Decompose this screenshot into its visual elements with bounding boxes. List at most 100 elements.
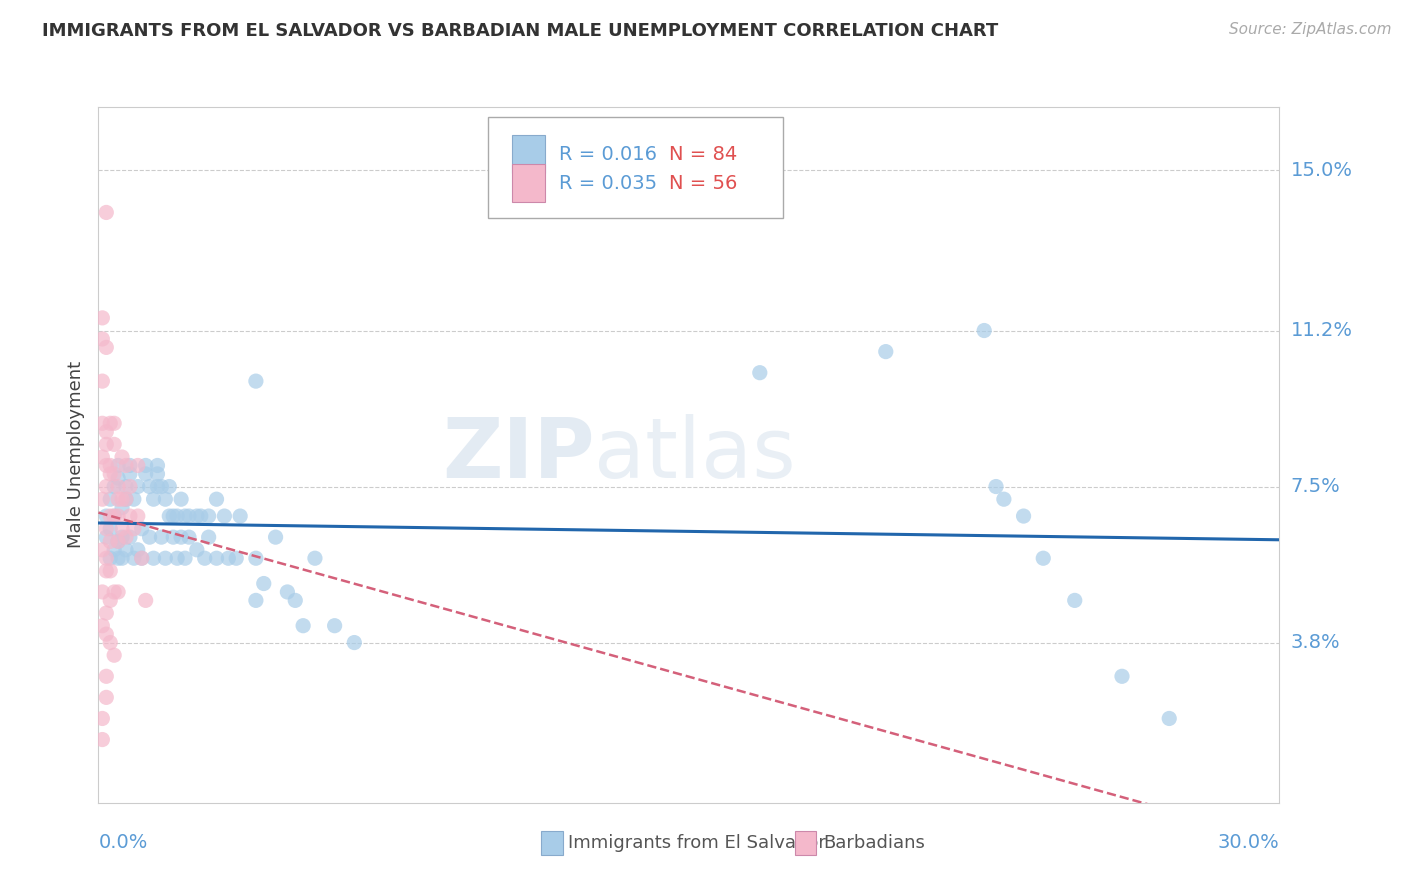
Point (118, 479, 141, 493)
Point (98, 492, 121, 507)
Point (229, 509, 252, 524)
Point (993, 492, 1015, 507)
Point (253, 576, 276, 591)
Text: IMMIGRANTS FROM EL SALVADOR VS BARBADIAN MALE UNEMPLOYMENT CORRELATION CHART: IMMIGRANTS FROM EL SALVADOR VS BARBADIAN… (42, 22, 998, 40)
Point (197, 509, 219, 524)
Point (225, 551, 247, 566)
Text: Barbadians: Barbadians (824, 834, 925, 852)
Point (284, 593, 307, 607)
Point (127, 458, 149, 473)
Text: N = 56: N = 56 (669, 174, 737, 193)
Text: Source: ZipAtlas.com: Source: ZipAtlas.com (1229, 22, 1392, 37)
Point (186, 509, 208, 524)
Point (131, 551, 153, 566)
Point (103, 648, 125, 663)
Point (875, 344, 897, 359)
Point (162, 509, 184, 524)
Point (122, 551, 145, 566)
Point (91, 732, 114, 747)
Point (118, 530, 141, 544)
Point (214, 509, 236, 524)
Point (96, 551, 118, 566)
Point (98, 534, 121, 549)
Point (122, 522, 145, 536)
Point (138, 479, 160, 493)
Text: 30.0%: 30.0% (1218, 833, 1279, 853)
Point (107, 509, 129, 524)
Point (1032, 551, 1054, 566)
Point (131, 551, 153, 566)
Point (96, 205, 118, 219)
Point (245, 374, 267, 388)
Point (103, 467, 125, 481)
Point (162, 530, 184, 544)
Point (103, 509, 125, 524)
Point (96, 437, 118, 451)
Point (98, 522, 121, 536)
Point (111, 450, 134, 464)
Point (111, 492, 134, 507)
Point (96, 509, 118, 524)
FancyBboxPatch shape (488, 118, 783, 219)
Point (155, 492, 177, 507)
Point (91, 542, 114, 557)
Point (107, 479, 129, 493)
Text: ZIP: ZIP (441, 415, 595, 495)
Point (323, 618, 346, 632)
Point (115, 458, 138, 473)
Point (118, 467, 141, 481)
Point (98, 458, 121, 473)
Point (205, 492, 228, 507)
Point (91, 492, 114, 507)
Point (98, 467, 121, 481)
Text: atlas: atlas (595, 415, 796, 495)
Text: R = 0.035: R = 0.035 (560, 174, 657, 193)
Point (131, 522, 153, 536)
Point (1012, 509, 1035, 524)
Point (91, 450, 114, 464)
Point (748, 366, 770, 380)
Text: 11.2%: 11.2% (1291, 321, 1353, 340)
Point (96, 564, 118, 578)
Point (98, 551, 121, 566)
Point (98, 509, 121, 524)
Point (111, 522, 134, 536)
Point (127, 509, 149, 524)
Text: 3.8%: 3.8% (1291, 633, 1340, 652)
Point (115, 479, 138, 493)
Point (217, 551, 239, 566)
Point (138, 530, 160, 544)
Point (98, 417, 121, 431)
Point (96, 669, 118, 683)
Point (146, 479, 169, 493)
Point (135, 593, 157, 607)
Point (170, 492, 193, 507)
Point (91, 310, 114, 325)
Point (96, 627, 118, 641)
Point (91, 618, 114, 632)
Text: R = 0.016: R = 0.016 (560, 145, 657, 163)
Point (245, 551, 267, 566)
Point (107, 458, 129, 473)
Text: N = 84: N = 84 (669, 145, 737, 163)
Point (146, 458, 169, 473)
Point (96, 522, 118, 536)
Point (135, 467, 157, 481)
Point (194, 551, 217, 566)
Text: 15.0%: 15.0% (1291, 161, 1353, 180)
Point (107, 492, 129, 507)
Point (150, 530, 173, 544)
Point (107, 534, 129, 549)
Point (98, 635, 121, 649)
Point (1063, 593, 1085, 607)
Point (115, 492, 138, 507)
Point (103, 509, 125, 524)
Point (96, 690, 118, 705)
Point (264, 530, 287, 544)
Point (984, 479, 1007, 493)
Point (155, 551, 177, 566)
Point (115, 492, 138, 507)
Point (157, 479, 180, 493)
Point (98, 593, 121, 607)
Text: Immigrants from El Salvador: Immigrants from El Salvador (568, 834, 827, 852)
